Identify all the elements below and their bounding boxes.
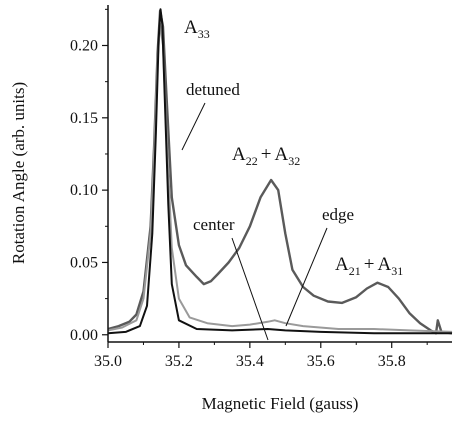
label-detuned: detuned xyxy=(186,80,240,99)
x-tick-label: 35.4 xyxy=(236,353,264,370)
leader-center xyxy=(231,237,269,341)
label-center: center xyxy=(193,215,235,234)
label-a22-a32: A22 + A32 xyxy=(232,144,300,168)
x-tick-label: 35.8 xyxy=(378,353,406,370)
label-a33: A33 xyxy=(184,17,210,41)
series-layer xyxy=(107,8,453,335)
y-tick-label: 0.15 xyxy=(70,110,98,127)
series-line-center xyxy=(107,8,452,335)
y-axis-title: Rotation Angle (arb. units) xyxy=(9,82,28,264)
y-tick-label: 0.10 xyxy=(70,182,98,199)
series-line-detuned xyxy=(107,9,453,335)
x-ticks: 35.0 35.2 35.4 35.6 35.8 xyxy=(94,342,428,370)
y-tick-label: 0.05 xyxy=(70,254,98,271)
x-tick-label: 35.0 xyxy=(94,353,122,370)
x-axis-title: Magnetic Field (gauss) xyxy=(202,394,359,413)
label-edge: edge xyxy=(322,205,354,224)
y-tick-label: 0.20 xyxy=(70,37,98,54)
label-a21-a31: A21 + A31 xyxy=(335,254,403,278)
x-tick-label: 35.2 xyxy=(165,353,193,370)
leader-detuned xyxy=(181,102,206,151)
x-tick-label: 35.6 xyxy=(307,353,335,370)
series-line-edge xyxy=(107,22,453,333)
leader-edge xyxy=(285,227,328,327)
y-ticks: 0.00 0.05 0.10 0.15 0.20 xyxy=(70,8,108,344)
y-tick-label: 0.00 xyxy=(70,327,98,344)
